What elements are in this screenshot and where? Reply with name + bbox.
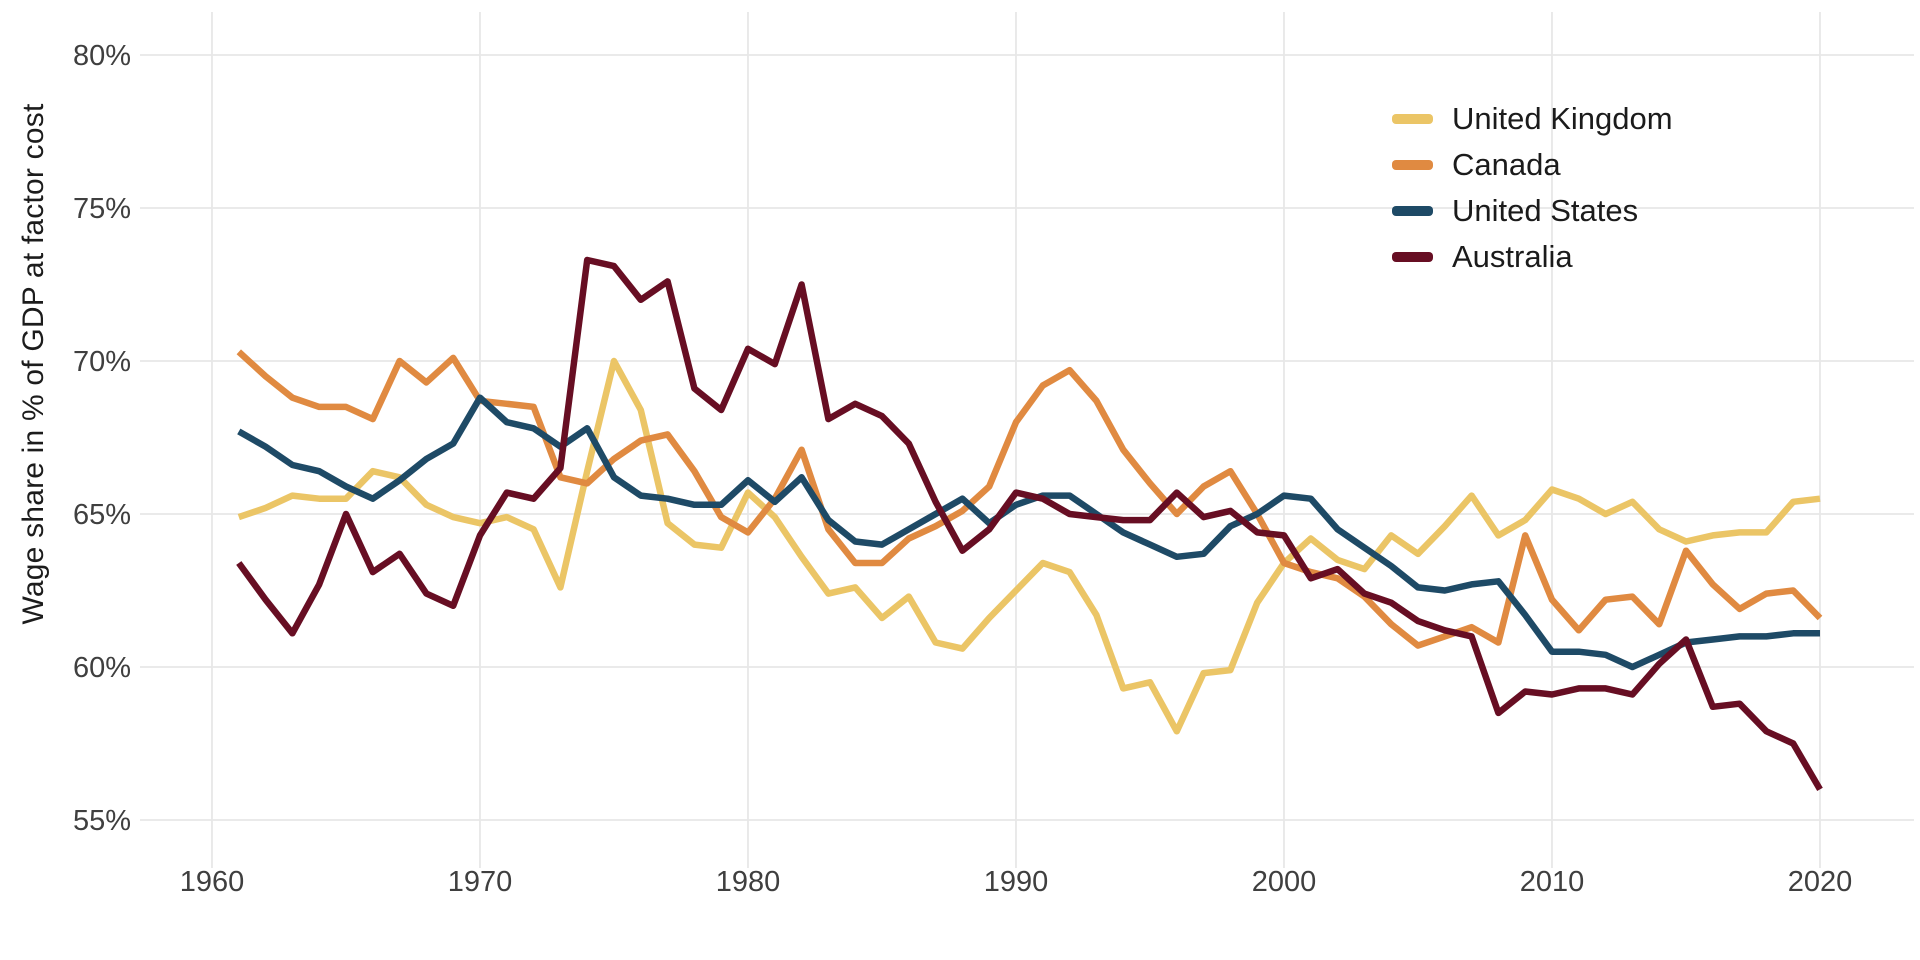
x-tick-label: 1980 <box>716 866 781 898</box>
legend-item-united-kingdom: United Kingdom <box>1392 103 1673 134</box>
legend-label-australia: Australia <box>1452 239 1573 274</box>
series-line-canada <box>236 349 1823 649</box>
series-line-united-kingdom <box>237 357 1821 735</box>
legend-item-united-states: United States <box>1392 195 1673 226</box>
y-tick-label: 60% <box>73 652 131 684</box>
y-axis-title: Wage share in % of GDP at factor cost <box>17 103 50 625</box>
y-tick-label: 80% <box>73 40 131 72</box>
legend-item-australia: Australia <box>1392 241 1673 272</box>
legend-swatch-canada <box>1392 159 1433 170</box>
legend-label-united-kingdom: United Kingdom <box>1452 101 1673 136</box>
x-tick-label: 1970 <box>448 866 513 898</box>
series-line-australia <box>236 256 1823 792</box>
legend-label-canada: Canada <box>1452 147 1561 182</box>
x-tick-label: 1960 <box>180 866 245 898</box>
x-tick-label: 1990 <box>984 866 1049 898</box>
legend: United Kingdom Canada United States Aust… <box>1392 103 1673 272</box>
legend-swatch-united-kingdom <box>1392 113 1433 124</box>
y-tick-label: 65% <box>73 499 131 531</box>
legend-label-united-states: United States <box>1452 193 1639 228</box>
series-line-united-states <box>237 394 1820 671</box>
legend-swatch-australia <box>1392 251 1433 262</box>
legend-item-canada: Canada <box>1392 149 1673 180</box>
y-tick-label: 70% <box>73 346 131 378</box>
x-tick-label: 2000 <box>1252 866 1317 898</box>
y-tick-label: 75% <box>73 193 131 225</box>
legend-swatch-united-states <box>1392 205 1433 216</box>
x-tick-label: 2010 <box>1520 866 1585 898</box>
y-tick-label: 55% <box>73 805 131 837</box>
x-tick-label: 2020 <box>1788 866 1853 898</box>
